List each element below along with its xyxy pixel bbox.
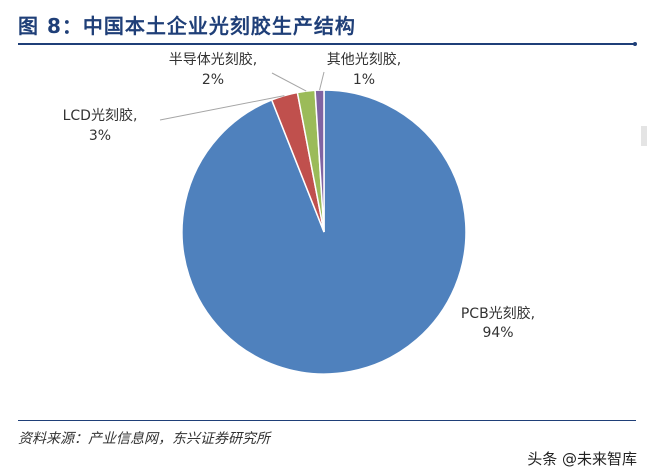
slice-value-other: 1% xyxy=(353,72,375,88)
watermark: 头条 @未来智库 xyxy=(527,450,637,468)
slice-label-other: 其他光刻胶, xyxy=(327,51,401,68)
slice-label-pcb: PCB光刻胶, xyxy=(461,305,535,322)
source-note: 资料来源：产业信息网，东兴证券研究所 xyxy=(18,431,270,447)
figure-title: 图 8：中国本土企业光刻胶生产结构 xyxy=(18,14,356,38)
slice-value-pcb: 94% xyxy=(482,325,513,341)
leader-line-lcd xyxy=(159,95,285,121)
source-rule xyxy=(18,420,636,421)
slice-label-semiconductor: 半导体光刻胶, xyxy=(169,51,257,68)
slice-value-lcd: 3% xyxy=(89,128,111,144)
edge-decoration xyxy=(641,126,647,146)
leader-line-semiconductor xyxy=(271,72,307,92)
slice-label-lcd: LCD光刻胶, xyxy=(63,107,138,124)
title-rule-end xyxy=(633,42,637,46)
title-rule xyxy=(18,43,636,45)
slice-value-semiconductor: 2% xyxy=(202,72,224,88)
leader-line-other xyxy=(319,71,325,91)
